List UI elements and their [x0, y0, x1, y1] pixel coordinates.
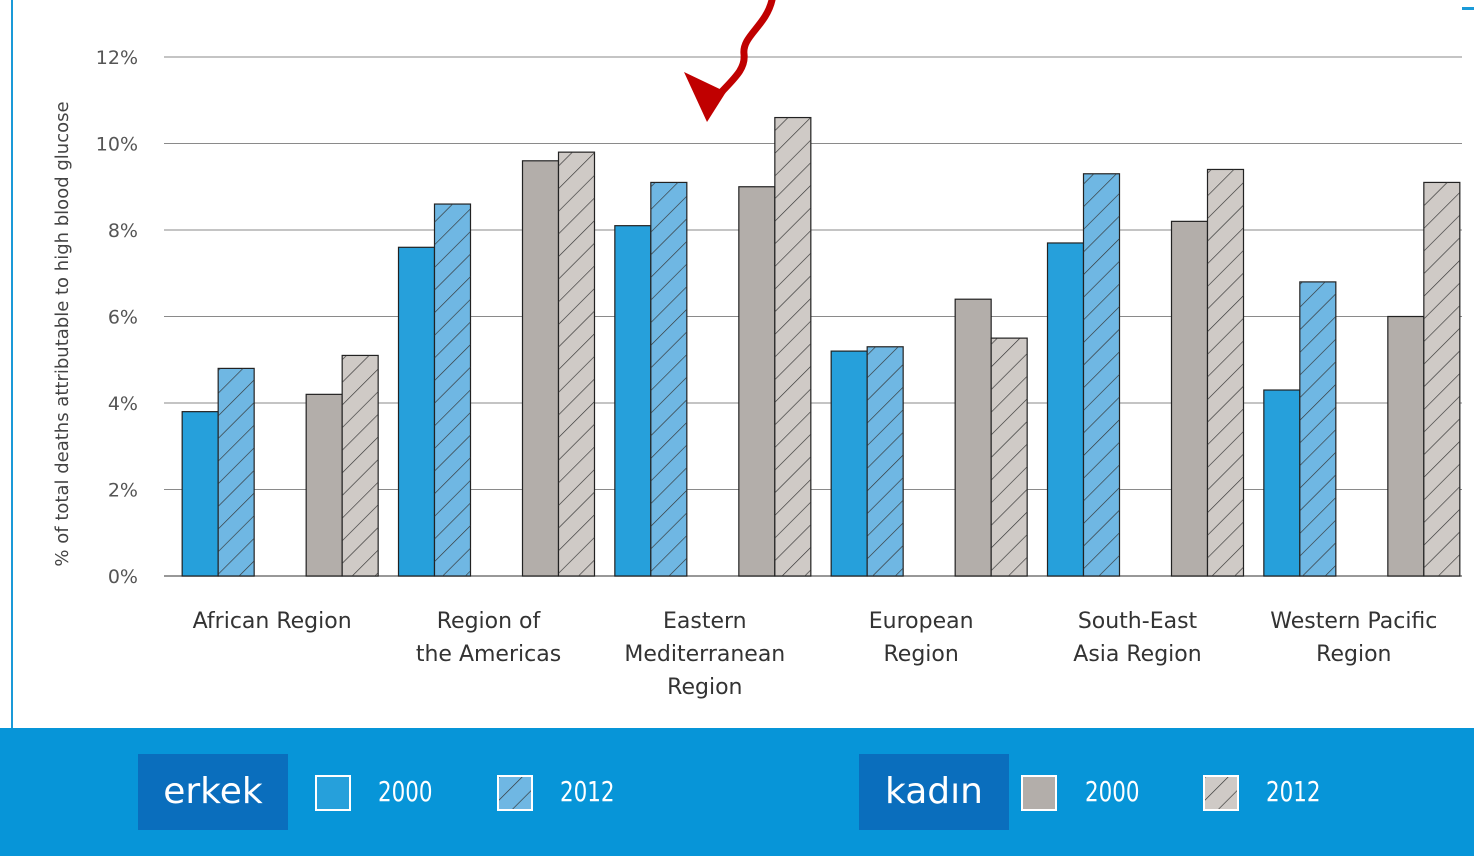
bar-chart: 0% 2% 4% 6% 8% 10% 12% African Region Region of…: [52, 0, 1462, 700]
category-label-line: Region of: [437, 609, 542, 634]
bar: [1263, 389, 1301, 577]
bar-hatch: [650, 182, 687, 577]
category-label: South-East Asia Region: [1073, 609, 1201, 667]
red-arrow-annotation: [684, 0, 776, 122]
bar: [614, 225, 652, 577]
y-tick-label: 8%: [108, 220, 138, 242]
category-label: Region of the Americas: [416, 609, 561, 667]
bar-hatch: [774, 117, 811, 577]
category-label: African Region: [193, 609, 352, 634]
category-label-line: South-East: [1078, 609, 1198, 634]
bar-hatch: [1083, 173, 1120, 576]
y-tick-label: 6%: [108, 307, 138, 329]
bar-hatch: [867, 346, 904, 576]
bar-hatch: [1299, 281, 1336, 576]
legend-group-label-male: erkek: [138, 754, 288, 830]
category-label-line: Asia Region: [1073, 642, 1201, 667]
legend-swatch-female-2000: [1021, 775, 1057, 811]
category-label-line: African Region: [193, 609, 352, 634]
bar: [181, 411, 219, 577]
bar: [1170, 220, 1209, 577]
bars: [181, 116, 1461, 577]
bar: [397, 246, 436, 577]
left-border-rule: [11, 0, 13, 728]
category-label-line: Region: [1316, 642, 1391, 667]
hatch-swatch-icon: [1205, 777, 1237, 809]
bar-hatch: [342, 355, 379, 576]
corner-mark: [1462, 0, 1474, 10]
y-axis-title: % of total deaths attributable to high b…: [52, 101, 73, 566]
y-tick-label: 10%: [96, 134, 138, 156]
bar-hatch: [1207, 169, 1244, 576]
bar-hatch: [1423, 182, 1460, 577]
legend-swatch-female-2012: [1203, 775, 1239, 811]
category-label-line: the Americas: [416, 642, 561, 667]
bar-hatch: [218, 368, 255, 576]
bar-hatch: [991, 338, 1028, 576]
y-tick-labels: 0% 2% 4% 6% 8% 10% 12%: [96, 47, 138, 588]
category-label: Eastern Mediterranean Region: [624, 609, 785, 700]
bar: [1387, 315, 1425, 577]
hatch-swatch-icon: [499, 777, 531, 809]
bar: [521, 160, 560, 577]
grid-lines: [164, 56, 1462, 577]
bar-hatch: [558, 152, 595, 576]
category-label: European Region: [869, 609, 974, 667]
category-label-line: Region: [884, 642, 959, 667]
bar: [830, 350, 868, 577]
y-tick-label: 2%: [108, 480, 138, 502]
legend-year-male-2000: 2000: [378, 775, 433, 808]
legend-swatch-male-2012: [497, 775, 533, 811]
bar: [305, 393, 343, 577]
bar: [1046, 242, 1085, 577]
category-label-line: Western Pacific: [1270, 609, 1437, 634]
legend-group-label-female: kadın: [859, 754, 1009, 830]
category-label-line: Eastern: [663, 609, 747, 634]
legend-swatch-male-2000: [315, 775, 351, 811]
category-labels: African Region Region of the Americas Easte…: [193, 609, 1438, 700]
bar-hatch: [434, 204, 471, 577]
legend-band: erkek 2000 2012 kadın 2000 2012: [0, 728, 1474, 856]
y-tick-label: 12%: [96, 47, 138, 69]
y-tick-label: 0%: [108, 566, 138, 588]
bar: [738, 186, 776, 577]
bar: [954, 298, 992, 577]
legend-year-female-2000: 2000: [1085, 775, 1140, 808]
category-label: Western Pacific Region: [1270, 609, 1437, 667]
category-label-line: European: [869, 609, 974, 634]
category-label-line: Mediterranean: [624, 642, 785, 667]
legend-year-female-2012: 2012: [1266, 775, 1321, 808]
category-label-line: Region: [667, 675, 742, 700]
legend-year-male-2012: 2012: [560, 775, 615, 808]
y-tick-label: 4%: [108, 393, 138, 415]
